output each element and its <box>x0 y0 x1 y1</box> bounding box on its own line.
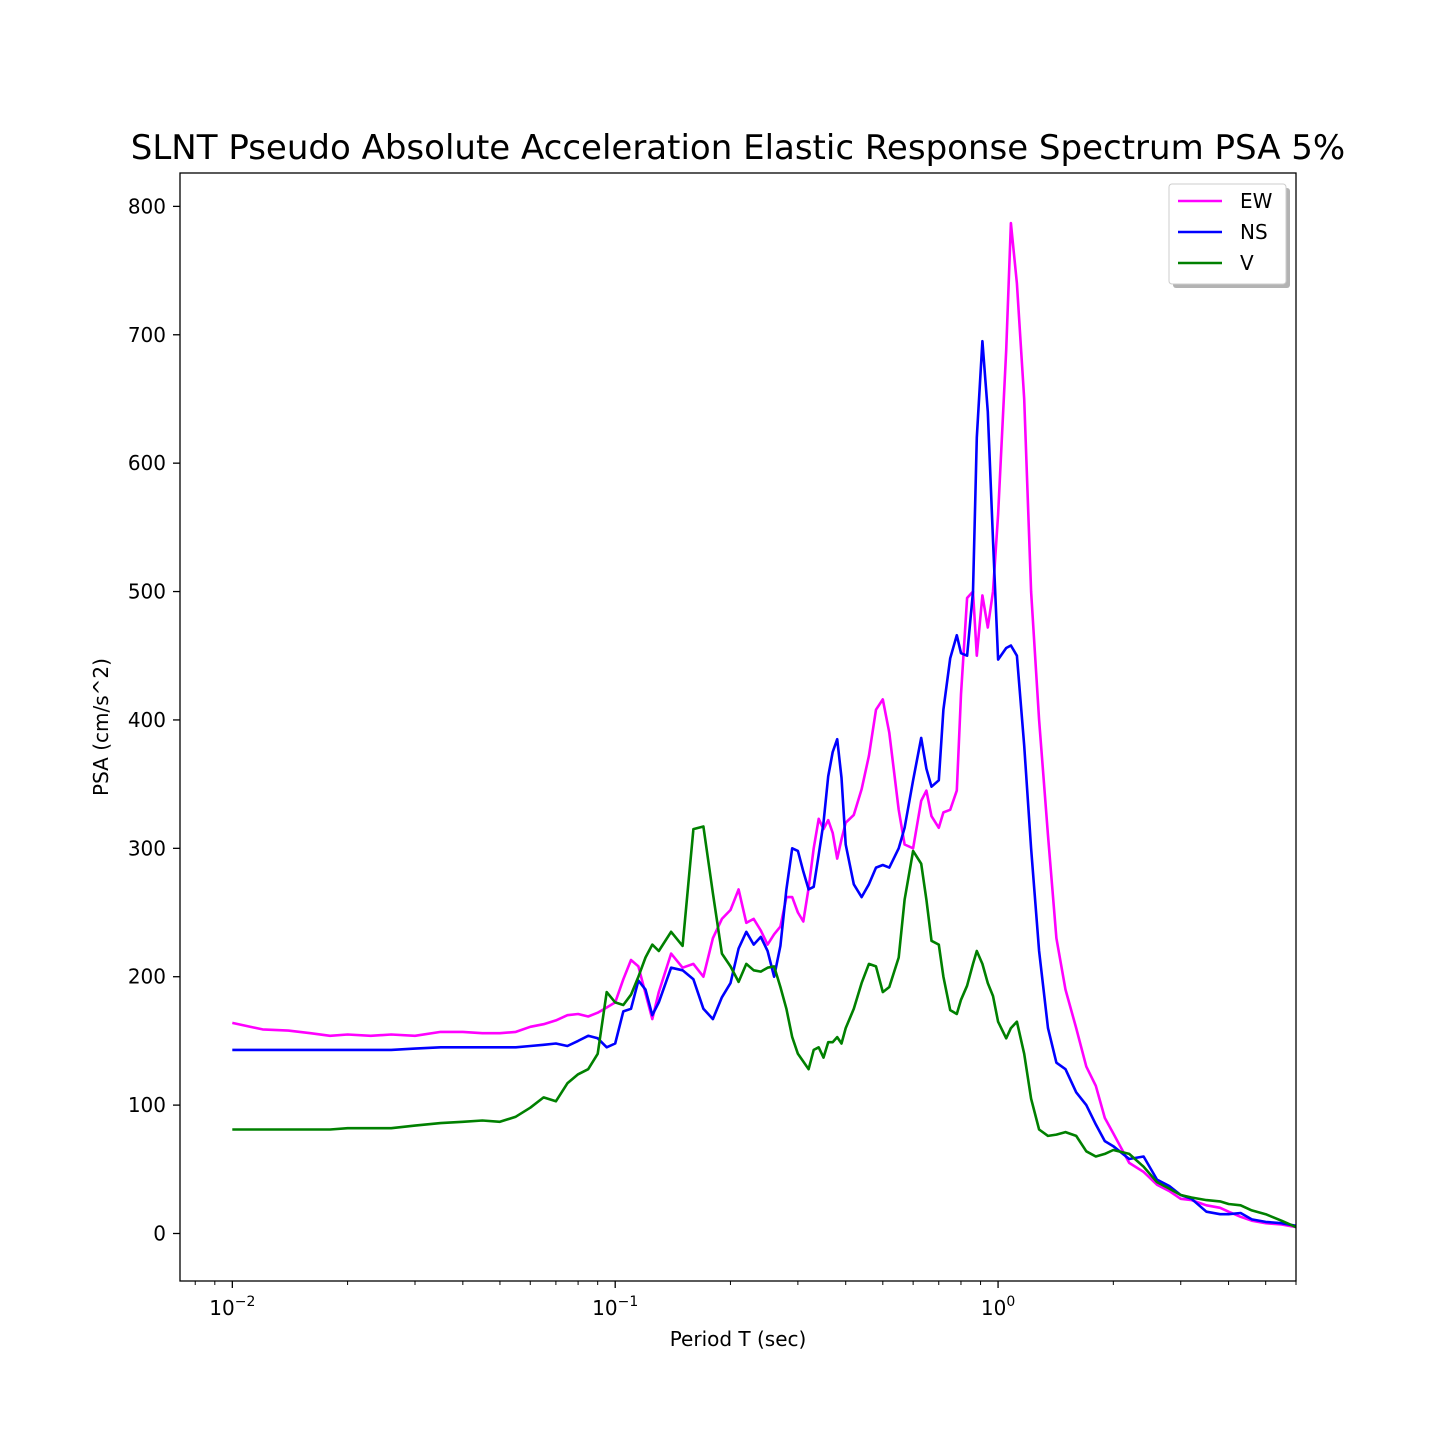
y-tick-label: 200 <box>128 965 166 989</box>
x-axis-label: Period T (sec) <box>670 1327 807 1351</box>
y-tick-label: 400 <box>128 708 166 732</box>
x-tick-label: 10−1 <box>592 1294 638 1320</box>
series-line-v <box>232 825 1297 1229</box>
legend-label-ns: NS <box>1240 220 1268 244</box>
chart-title: SLNT Pseudo Absolute Acceleration Elasti… <box>131 128 1345 168</box>
y-tick-label: 800 <box>128 194 166 218</box>
y-axis-label: PSA (cm/s^2) <box>89 658 113 796</box>
legend-entries: EW NS V <box>1178 189 1273 275</box>
y-tick-label: 100 <box>128 1093 166 1117</box>
legend-label-ew: EW <box>1240 189 1273 213</box>
legend-label-v: V <box>1240 251 1254 275</box>
x-tick-base: 10 <box>981 1296 1006 1320</box>
x-tick-exponent: −1 <box>618 1294 639 1310</box>
series-line-ew <box>232 221 1297 1229</box>
legend: EW NS V <box>1168 183 1290 288</box>
x-tick-label: 10−2 <box>209 1294 255 1320</box>
y-tick-label: 700 <box>128 323 166 347</box>
plot-frame <box>179 172 1297 1282</box>
x-tick-base: 10 <box>209 1296 234 1320</box>
x-axis-ticks: 10−2 10−1 100 <box>194 1281 1297 1320</box>
series-line-ns <box>232 339 1297 1228</box>
x-tick-exponent: 0 <box>1006 1294 1015 1310</box>
legend-box <box>1168 183 1287 285</box>
series-layer <box>232 221 1297 1229</box>
y-tick-label: 600 <box>128 451 166 475</box>
y-tick-label: 500 <box>128 580 166 604</box>
y-tick-label: 300 <box>128 836 166 860</box>
y-axis-ticks: 0 100 200 300 400 500 600 700 800 <box>128 194 180 1245</box>
x-tick-exponent: −2 <box>235 1294 256 1310</box>
x-tick-label: 100 <box>981 1294 1015 1320</box>
y-tick-label: 0 <box>153 1221 166 1245</box>
x-tick-base: 10 <box>592 1296 617 1320</box>
